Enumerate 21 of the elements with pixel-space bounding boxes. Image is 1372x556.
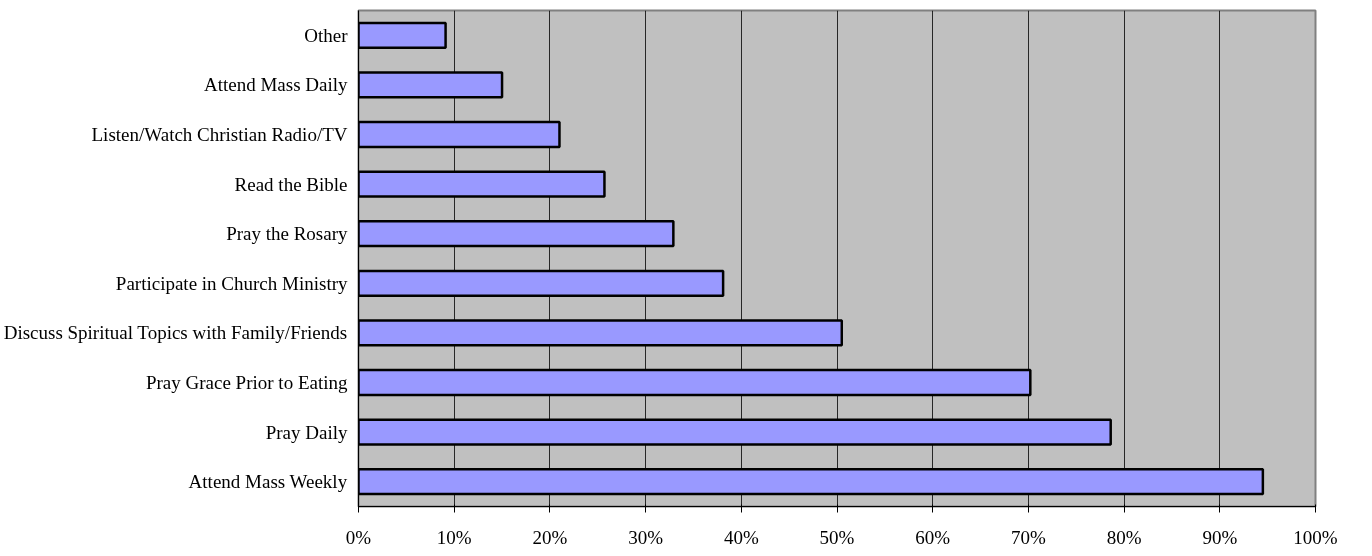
x-tick-label: 100% — [1293, 526, 1338, 548]
y-tick-label: Attend Mass Weekly — [188, 471, 348, 493]
y-tick-label: Pray Grace Prior to Eating — [145, 372, 348, 393]
x-tick-label: 20% — [532, 526, 568, 548]
y-tick-label: Attend Mass Daily — [203, 74, 348, 96]
y-tick-label: Pray the Rosary — [226, 223, 348, 245]
y-tick-label: Pray Daily — [265, 421, 348, 443]
x-tick-label: 80% — [1106, 526, 1142, 548]
x-tick-label: 60% — [915, 526, 951, 548]
y-tick-label: Discuss Spiritual Topics with Family/Friends — [3, 322, 348, 344]
x-tick-label: 0% — [345, 526, 372, 548]
x-tick-label: 50% — [819, 526, 855, 548]
x-tick-label: 90% — [1202, 526, 1238, 548]
y-tick-label: Other — [304, 24, 349, 46]
y-tick-label: Participate in Church Ministry — [115, 272, 348, 294]
x-tick-label: 10% — [436, 526, 472, 548]
x-tick-label: 70% — [1010, 526, 1046, 548]
x-tick-label: 30% — [628, 526, 664, 548]
y-tick-label: Read the Bible — [234, 173, 348, 195]
y-tick-label: Listen/Watch Christian Radio/TV — [91, 124, 348, 145]
x-tick-label: 40% — [723, 526, 759, 548]
